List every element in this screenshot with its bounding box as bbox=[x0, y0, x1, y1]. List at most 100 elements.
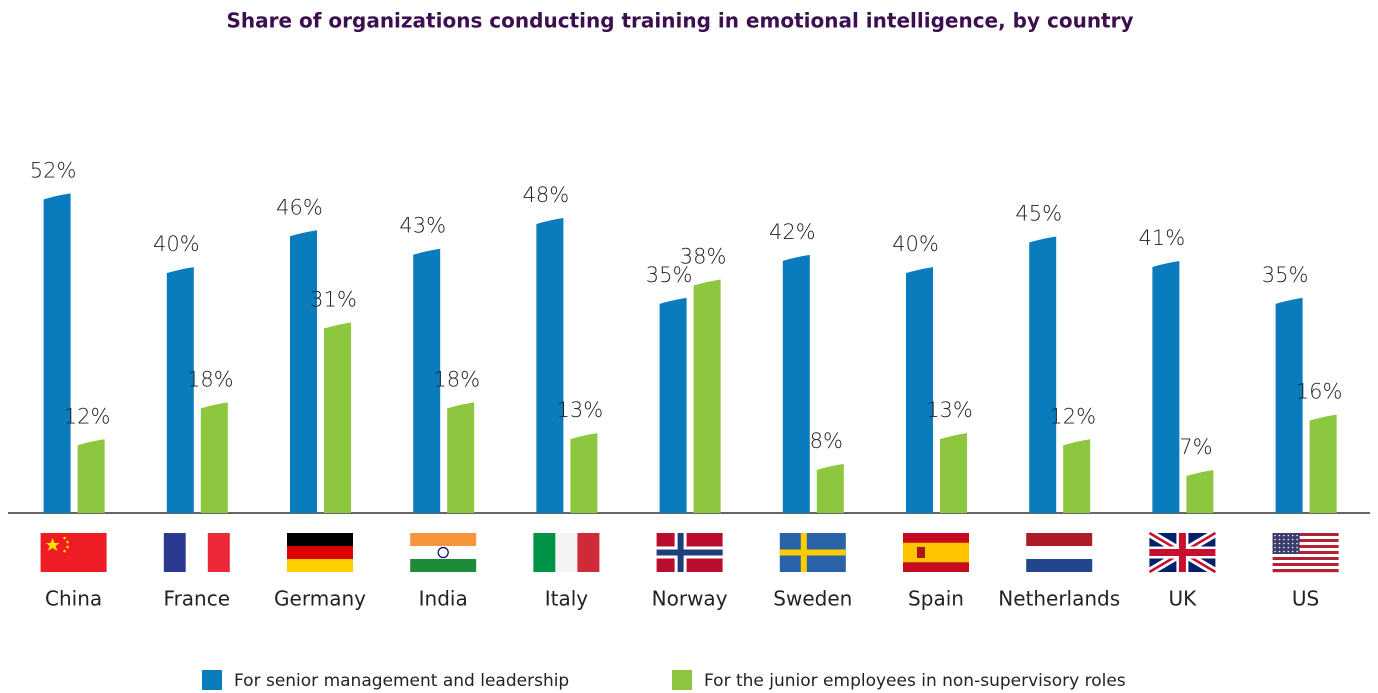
flag-part bbox=[63, 549, 66, 553]
value-label: 16% bbox=[1296, 380, 1343, 404]
flag-part bbox=[1272, 557, 1339, 561]
value-label: 48% bbox=[523, 183, 570, 207]
flag-part bbox=[1272, 542, 1339, 546]
flag-part bbox=[1287, 538, 1290, 541]
flag-part bbox=[1291, 534, 1294, 537]
flag-part bbox=[779, 549, 846, 556]
x-tick-label: Italy bbox=[545, 587, 589, 611]
value-label: 13% bbox=[926, 398, 973, 422]
bar bbox=[1063, 439, 1091, 513]
flag-part bbox=[1272, 560, 1339, 564]
flag-part bbox=[1274, 538, 1276, 541]
flag-part bbox=[1274, 542, 1276, 545]
legend-label: For the junior employees in non-supervis… bbox=[704, 671, 1126, 691]
value-label: 45% bbox=[1015, 201, 1062, 225]
flag bbox=[410, 533, 477, 572]
flag-part bbox=[1283, 546, 1285, 549]
x-tick-label: Norway bbox=[652, 587, 728, 611]
flag-part bbox=[163, 533, 186, 572]
bar bbox=[43, 193, 71, 513]
flag-part bbox=[1272, 563, 1339, 567]
flag-part bbox=[287, 546, 353, 559]
flag-part bbox=[1272, 554, 1339, 558]
value-label: 43% bbox=[399, 214, 446, 238]
value-label: 42% bbox=[769, 220, 816, 244]
flag-part bbox=[555, 533, 578, 572]
bar bbox=[940, 433, 967, 513]
bar bbox=[570, 433, 598, 513]
flag-part bbox=[207, 533, 230, 572]
bar bbox=[324, 322, 351, 513]
x-tick-label: US bbox=[1292, 587, 1319, 611]
flag-part bbox=[1287, 550, 1290, 553]
flag-part bbox=[1278, 546, 1281, 549]
value-label: 38% bbox=[680, 244, 727, 268]
bar bbox=[1309, 414, 1337, 513]
flag bbox=[903, 533, 969, 572]
flag-part bbox=[1278, 542, 1281, 545]
flag-part bbox=[1149, 549, 1216, 556]
value-label: 18% bbox=[187, 367, 234, 391]
flag-part bbox=[1283, 534, 1285, 537]
flag-part bbox=[1272, 569, 1339, 573]
flag-part bbox=[1274, 550, 1276, 553]
value-label: 12% bbox=[1049, 404, 1096, 428]
bar bbox=[816, 463, 844, 513]
value-label: 41% bbox=[1139, 226, 1186, 250]
flag-part bbox=[1272, 536, 1339, 540]
flag-part bbox=[1287, 542, 1290, 545]
bar bbox=[413, 248, 441, 513]
bar bbox=[1152, 261, 1180, 513]
legend-swatch bbox=[202, 670, 222, 690]
flag-part bbox=[1026, 533, 1093, 546]
flag-part bbox=[1278, 534, 1281, 537]
flag-part bbox=[410, 533, 477, 546]
flag-part bbox=[1291, 546, 1294, 549]
flag-part bbox=[1272, 566, 1339, 570]
value-label: 46% bbox=[276, 195, 323, 219]
flag-part bbox=[1287, 534, 1290, 537]
flag-part bbox=[66, 540, 69, 544]
flag-part bbox=[1296, 546, 1298, 549]
bar bbox=[77, 439, 105, 513]
flag-part bbox=[917, 547, 925, 558]
flag-part bbox=[1296, 542, 1298, 545]
flag-part bbox=[1287, 546, 1290, 549]
flag bbox=[287, 533, 353, 572]
flag-part bbox=[1283, 538, 1285, 541]
flag-part bbox=[1296, 538, 1298, 541]
bar bbox=[693, 279, 721, 513]
value-label: 18% bbox=[433, 367, 480, 391]
flag-part bbox=[287, 533, 353, 546]
x-tick-label: UK bbox=[1169, 587, 1198, 611]
flag-part bbox=[1272, 533, 1339, 537]
flag-part bbox=[1283, 550, 1285, 553]
flag-part bbox=[1272, 533, 1300, 554]
bar bbox=[782, 254, 810, 513]
flag-part bbox=[1278, 538, 1281, 541]
value-label: 12% bbox=[64, 404, 111, 428]
flag bbox=[1272, 533, 1339, 573]
flag-part bbox=[1274, 534, 1276, 537]
bar bbox=[536, 218, 564, 513]
flag bbox=[1026, 533, 1093, 572]
flag-part bbox=[1278, 550, 1281, 553]
flag-part bbox=[1291, 538, 1294, 541]
flag-part bbox=[1026, 559, 1093, 572]
flag-part bbox=[1283, 542, 1285, 545]
value-label: 31% bbox=[310, 287, 357, 311]
legend-label: For senior management and leadership bbox=[234, 671, 569, 691]
value-label: 7% bbox=[1179, 435, 1212, 459]
flag-part bbox=[45, 538, 60, 551]
flag-part bbox=[410, 546, 477, 559]
bar bbox=[200, 402, 228, 513]
bar bbox=[166, 267, 194, 513]
x-tick-label: Sweden bbox=[773, 587, 852, 611]
flag-part bbox=[66, 545, 69, 549]
flag-part bbox=[533, 533, 556, 572]
bar bbox=[447, 402, 475, 513]
flag bbox=[1147, 529, 1218, 576]
value-label: 40% bbox=[153, 232, 200, 256]
value-label: 13% bbox=[557, 398, 604, 422]
flag-part bbox=[40, 533, 107, 572]
